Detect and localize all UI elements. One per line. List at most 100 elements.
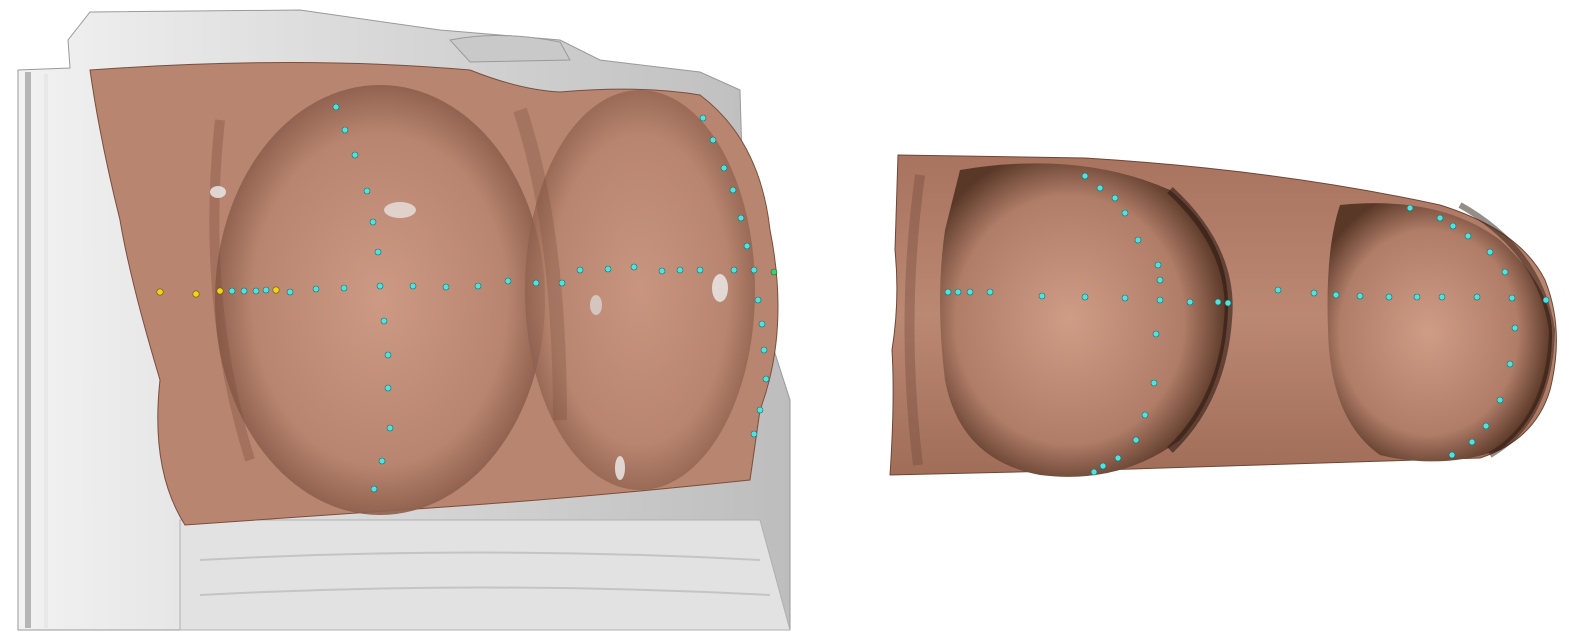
landmark-point[interactable] (658, 267, 666, 275)
landmark-point[interactable] (1482, 422, 1490, 430)
landmark-point[interactable] (370, 485, 378, 493)
landmark-point[interactable] (341, 126, 349, 134)
landmark-point[interactable] (1121, 294, 1129, 302)
left-landmarks (156, 103, 778, 493)
landmark-point[interactable] (1486, 248, 1494, 256)
landmark-point[interactable] (1121, 209, 1129, 217)
landmark-point[interactable] (944, 288, 952, 296)
landmark-point[interactable] (720, 164, 728, 172)
landmark-point[interactable] (699, 114, 707, 122)
landmark-point[interactable] (474, 282, 482, 290)
landmark-point[interactable] (966, 288, 974, 296)
landmark-point[interactable] (1385, 293, 1393, 301)
landmark-point[interactable] (1511, 324, 1519, 332)
landmark-point[interactable] (1152, 330, 1160, 338)
landmark-point[interactable] (504, 277, 512, 285)
landmark-point[interactable] (1134, 236, 1142, 244)
landmark-point[interactable] (369, 218, 377, 226)
landmark-point[interactable] (750, 430, 758, 438)
landmark-point[interactable] (216, 287, 224, 295)
landmark-point[interactable] (743, 242, 751, 250)
landmark-point[interactable] (729, 186, 737, 194)
landmark-point[interactable] (228, 287, 236, 295)
landmark-point[interactable] (758, 320, 766, 328)
landmark-point[interactable] (1501, 268, 1509, 276)
landmark-point[interactable] (954, 288, 962, 296)
landmark-point[interactable] (1449, 222, 1457, 230)
landmark-point[interactable] (363, 187, 371, 195)
landmark-point[interactable] (374, 248, 382, 256)
landmark-point[interactable] (1508, 294, 1516, 302)
landmark-point[interactable] (1468, 438, 1476, 446)
landmark-point[interactable] (1332, 291, 1340, 299)
landmark-point[interactable] (709, 136, 717, 144)
landmark-point[interactable] (1413, 293, 1421, 301)
landmark-point[interactable] (1406, 204, 1414, 212)
landmark-point[interactable] (630, 263, 638, 271)
landmark-point[interactable] (760, 346, 768, 354)
landmark-point[interactable] (409, 282, 417, 290)
landmark-point[interactable] (192, 290, 200, 298)
landmark-point[interactable] (558, 279, 566, 287)
landmark-point[interactable] (384, 351, 392, 359)
landmark-point[interactable] (262, 286, 270, 294)
landmark-point[interactable] (351, 151, 359, 159)
landmark-point[interactable] (762, 375, 770, 383)
landmark-point[interactable] (986, 288, 994, 296)
landmark-point[interactable] (1436, 214, 1444, 222)
landmark-point[interactable] (576, 266, 584, 274)
landmark-point[interactable] (1090, 468, 1098, 476)
landmark-point[interactable] (1111, 194, 1119, 202)
landmark-point[interactable] (1099, 462, 1107, 470)
landmark-point[interactable] (1274, 286, 1282, 294)
landmark-point[interactable] (1214, 298, 1222, 306)
landmark-point[interactable] (1156, 276, 1164, 284)
landmark-point[interactable] (676, 266, 684, 274)
landmark-point[interactable] (240, 287, 248, 295)
landmark-point[interactable] (532, 279, 540, 287)
landmark-point[interactable] (384, 384, 392, 392)
landmark-point[interactable] (754, 296, 762, 304)
landmark-point[interactable] (380, 317, 388, 325)
landmark-point[interactable] (730, 266, 738, 274)
landmark-point[interactable] (1438, 293, 1446, 301)
landmark-point[interactable] (252, 287, 260, 295)
landmark-point[interactable] (1156, 296, 1164, 304)
landmark-point[interactable] (376, 282, 384, 290)
landmark-point[interactable] (1114, 454, 1122, 462)
landmark-point[interactable] (1132, 436, 1140, 444)
landmark-point[interactable] (332, 103, 340, 111)
landmark-point[interactable] (386, 424, 394, 432)
landmark-point[interactable] (1038, 292, 1046, 300)
landmark-point[interactable] (737, 214, 745, 222)
landmark-point[interactable] (1310, 289, 1318, 297)
landmark-point[interactable] (1081, 172, 1089, 180)
landmark-point[interactable] (1081, 293, 1089, 301)
landmark-point[interactable] (1448, 451, 1456, 459)
landmark-point[interactable] (1150, 379, 1158, 387)
landmark-point[interactable] (1186, 298, 1194, 306)
landmark-point[interactable] (1356, 292, 1364, 300)
landmark-point[interactable] (340, 284, 348, 292)
landmark-point[interactable] (1506, 360, 1514, 368)
landmark-point[interactable] (442, 283, 450, 291)
landmark-point[interactable] (750, 266, 758, 274)
landmark-point[interactable] (696, 266, 704, 274)
landmark-point[interactable] (1496, 396, 1504, 404)
landmark-point[interactable] (1224, 299, 1232, 307)
landmark-point[interactable] (378, 457, 386, 465)
landmark-point[interactable] (1096, 184, 1104, 192)
landmark-point[interactable] (1154, 261, 1162, 269)
landmark-point[interactable] (604, 265, 612, 273)
landmark-point[interactable] (272, 286, 280, 294)
landmark-point[interactable] (1473, 293, 1481, 301)
landmark-point[interactable] (1464, 232, 1472, 240)
landmark-point[interactable] (756, 406, 764, 414)
landmark-point[interactable] (156, 288, 164, 296)
landmark-point[interactable] (1542, 296, 1550, 304)
landmark-point[interactable] (312, 285, 320, 293)
landmark-point[interactable] (770, 268, 778, 276)
landmark-point[interactable] (286, 288, 294, 296)
landmark-point[interactable] (1141, 411, 1149, 419)
